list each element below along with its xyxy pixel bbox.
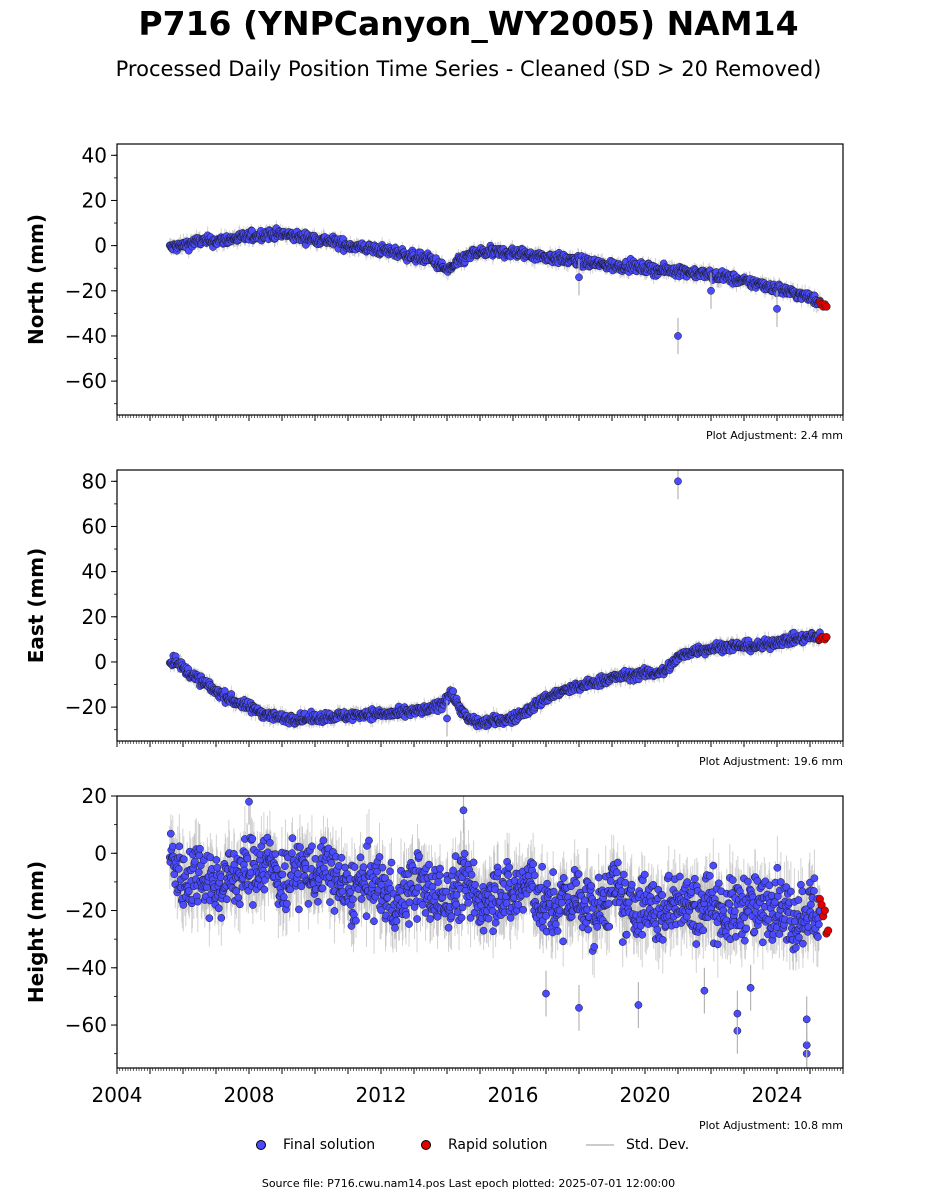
y-axis-label: North (mm) <box>24 214 48 345</box>
rapid-point <box>822 633 831 642</box>
panel-0: 40 20 0 −20 −40 −60 North (mm) <box>24 143 844 421</box>
y-tick-label: 40 <box>82 143 107 167</box>
y-tick-label: −60 <box>65 369 107 393</box>
y-tick-label: −20 <box>65 695 107 719</box>
y-tick-label: 0 <box>94 650 107 674</box>
plot-area-0 <box>165 220 831 355</box>
final-points <box>165 224 824 309</box>
final-point-outlier <box>674 477 682 486</box>
chart-title: P716 (YNPCanyon_WY2005) NAM14 <box>138 4 799 43</box>
y-tick-label: 40 <box>82 560 107 584</box>
final-point-outlier <box>443 714 451 723</box>
final-point <box>449 687 457 695</box>
y-tick-label: 0 <box>94 234 107 258</box>
y-tick-label: 80 <box>82 469 107 493</box>
plot-area-1 <box>165 470 831 737</box>
y-tick-label: −20 <box>65 279 107 303</box>
final-points <box>165 628 824 731</box>
y-tick-label: 20 <box>82 605 107 629</box>
final-point-outlier <box>773 305 781 313</box>
y-tick-label: −40 <box>65 324 107 348</box>
final-point-outlier <box>575 273 583 282</box>
y-tick-label: 60 <box>82 514 107 538</box>
y-tick-label: 20 <box>82 188 107 212</box>
chart-subtitle: Processed Daily Position Time Series - C… <box>115 57 822 81</box>
final-point-outlier <box>707 286 715 295</box>
final-point-outlier <box>674 332 682 340</box>
rapid-point <box>822 302 831 311</box>
